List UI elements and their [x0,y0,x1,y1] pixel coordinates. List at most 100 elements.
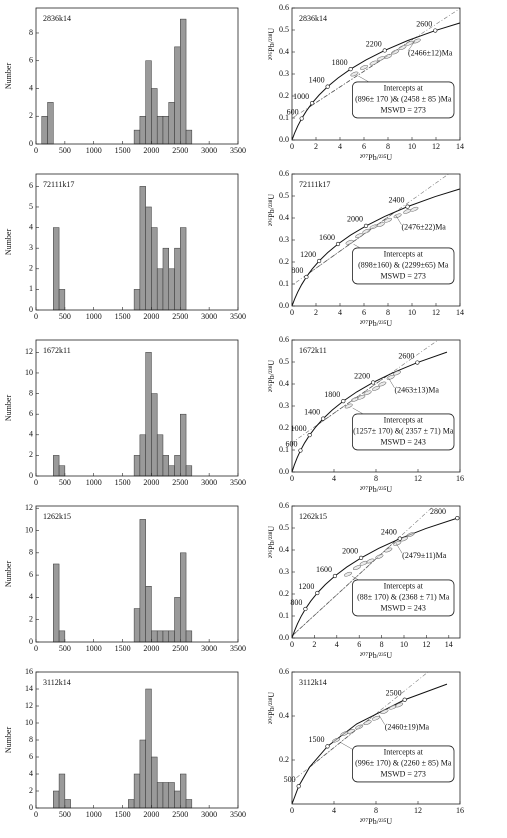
y-tick-label: 6 [29,409,33,418]
y-tick-label: 4 [29,769,33,778]
age-label: 1000 [293,92,309,101]
x-tick-label: 3500 [230,146,246,155]
x-tick-label: 2000 [143,312,159,321]
y-tick-label: 6 [29,56,33,65]
y-tick-label: 2 [29,786,33,795]
y-tick-label: 0.0 [279,467,289,476]
x-tick-label: 3000 [201,146,217,155]
age-marker [321,416,326,421]
y-axis-label: Number [4,727,13,754]
age-marker [402,697,407,702]
intercept-text: (996± 170) & (2260 ± 85) Ma [355,759,452,768]
y-tick-label: 0 [29,803,33,812]
x-tick-label: 1500 [115,478,131,487]
y-tick-label: 3 [29,243,33,252]
y-tick-label: 10 [25,718,33,727]
plot-frame [291,173,461,307]
y-tick-label: 0.3 [279,235,289,244]
intercept-text: MSWD = 273 [381,770,426,779]
histogram-bar [185,630,193,643]
x-tick-label: 1000 [86,478,102,487]
y-axis-label: ²⁰⁶Pb/²³⁸U [267,194,276,227]
age-marker [296,784,301,789]
x-tick-label: 3500 [230,478,246,487]
age-marker [405,204,410,209]
y-tick-label: 0.2 [279,91,289,100]
x-tick-label: 0 [290,806,294,815]
histogram-bar [174,790,181,809]
analysis-ellipse [398,45,407,50]
histogram-bar [180,227,187,311]
age-label: 1200 [298,582,314,591]
x-tick-label: 8 [386,308,390,317]
y-tick-label: 12 [25,701,33,710]
sample-label: 3112k14 [43,678,71,687]
x-tick-label: 1500 [115,146,131,155]
age-label: 1800 [332,58,348,67]
annotation-leader [388,377,395,388]
intercept-text: (1257± 170) &( 2357 ± 71) Ma [353,427,454,436]
histogram-bar [162,630,169,643]
intercept-text: Intercepts at [384,250,424,259]
x-tick-label: 500 [59,478,71,487]
intercept-text: Intercepts at [384,84,424,93]
histogram-bar [133,773,141,809]
age-marker [298,448,303,453]
age-marker [315,590,320,596]
histogram-bar [174,455,181,477]
age-label: 2600 [416,19,432,28]
x-tick-label: 0 [34,478,38,487]
concordia-curve [292,517,458,638]
x-tick-label: 2500 [172,312,188,321]
analysis-ellipse [359,65,369,70]
age-marker [307,432,312,438]
plot-frame [35,173,239,311]
sample-label: 1672k11 [43,346,71,355]
y-tick-label: 0.5 [279,25,289,34]
age-label: 1400 [309,75,325,84]
analysis-ellipse [403,209,412,214]
x-tick-label: 14 [456,142,464,151]
age-marker [332,573,338,579]
plot-frame [35,505,239,643]
upper-age-annotation: (2479±11)Ma [402,551,447,560]
y-tick-label: 0.3 [279,69,289,78]
histogram-bar [168,782,175,809]
x-tick-label: 0 [290,142,294,151]
y-tick-label: 4 [29,83,33,92]
x-tick-label: 1500 [115,644,131,653]
analysis-ellipse [345,239,354,245]
x-tick-label: 12 [432,308,440,317]
age-label: 2800 [430,507,446,516]
intercept-text: MSWD = 273 [381,272,426,281]
x-tick-label: 14 [456,308,464,317]
x-tick-label: 12 [422,640,430,649]
y-tick-label: 0.4 [279,379,289,388]
intercept-box [352,579,455,617]
age-label: 2000 [342,547,358,556]
histogram-bar [145,206,152,311]
analysis-ellipse [362,228,371,234]
y-tick-label: 0.1 [279,611,289,620]
y-tick-label: 8 [29,735,33,744]
y-tick-label: 5 [29,202,33,211]
intercept-text: (896± 170 )& (2458 ± 85 )Ma [355,95,452,104]
histogram-bar [133,455,141,477]
age-label: 1500 [309,735,325,744]
histogram-bar [162,247,169,311]
histogram-bar [145,352,152,477]
upper-age-annotation: (2476±22)Ma [401,223,446,232]
histogram-bar [156,434,164,477]
age-label: 2200 [354,371,370,380]
x-tick-label: 10 [408,308,416,317]
y-tick-label: 6 [29,570,33,579]
y-tick-label: 0.6 [279,335,289,344]
plot-frame [291,339,461,473]
y-axis-label: Number [4,395,13,422]
x-tick-label: 4 [338,308,342,317]
histogram-bar [145,60,152,145]
histogram-bar [180,18,187,145]
y-axis-label: ²⁰⁶Pb/²³⁸U [267,692,276,725]
histogram-bar [151,88,158,145]
histogram-bar [174,247,181,311]
